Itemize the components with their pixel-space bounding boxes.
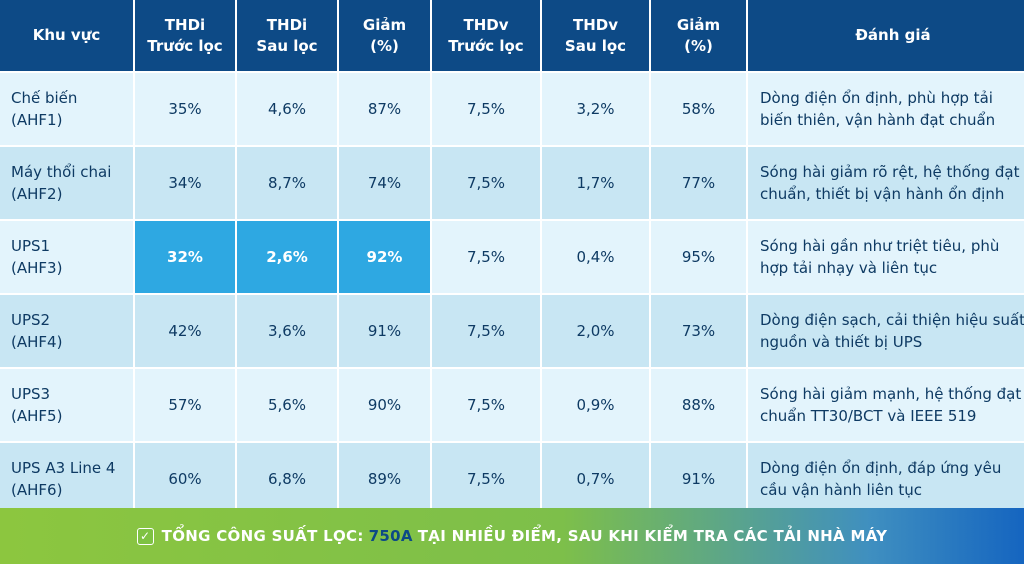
cell-thdv-before: 7,5% [432, 147, 540, 219]
header-sublabel: Sau lọc [564, 36, 627, 55]
cell-thdi-after: 4,6% [237, 73, 337, 145]
header-label: Giảm [676, 15, 721, 34]
cell-thdi-reduction-highlight: 92% [339, 221, 430, 293]
summary-banner: ✓ TỔNG CÔNG SUẤT LỌC: 750A TẠI NHIỀU ĐIỂ… [0, 508, 1024, 564]
cell-area: Chế biến (AHF1) [0, 73, 133, 145]
cell-thdv-before: 7,5% [432, 295, 540, 367]
header-sublabel: Trước lọc [147, 36, 223, 55]
area-code: (AHF2) [11, 185, 63, 203]
cell-thdi-after: 3,6% [237, 295, 337, 367]
cell-thdv-after: 0,7% [542, 443, 649, 515]
header-label: THDi [266, 15, 308, 34]
cell-thdi-before: 57% [135, 369, 235, 441]
header-thdv-after: THDv Sau lọc [542, 0, 649, 71]
cell-thdv-before: 7,5% [432, 221, 540, 293]
checkbox-icon: ✓ [136, 527, 154, 545]
cell-thdi-after: 5,6% [237, 369, 337, 441]
cell-thdv-after: 0,9% [542, 369, 649, 441]
cell-thdv-reduction: 77% [651, 147, 746, 219]
cell-thdi-reduction: 91% [339, 295, 430, 367]
header-label: THDv [463, 15, 509, 34]
summary-prefix: TỔNG CÔNG SUẤT LỌC: [161, 527, 364, 545]
cell-thdi-before: 35% [135, 73, 235, 145]
cell-evaluation: Dòng điện ổn định, phù hợp tải biến thiê… [748, 73, 1024, 145]
cell-thdv-reduction: 58% [651, 73, 746, 145]
area-name: Máy thổi chai [11, 163, 112, 181]
cell-thdi-after-highlight: 2,6% [237, 221, 337, 293]
cell-thdi-reduction: 74% [339, 147, 430, 219]
area-code: (AHF5) [11, 407, 63, 425]
header-thdv-before: THDv Trước lọc [432, 0, 540, 71]
header-thdi-before: THDi Trước lọc [135, 0, 235, 71]
cell-thdi-after: 6,8% [237, 443, 337, 515]
cell-thdi-reduction: 90% [339, 369, 430, 441]
header-evaluation: Đánh giá [748, 0, 1024, 71]
header-sublabel: (%) [370, 36, 399, 55]
header-evaluation-label: Đánh giá [855, 26, 931, 44]
area-name: UPS A3 Line 4 [11, 459, 116, 477]
cell-thdi-before: 60% [135, 443, 235, 515]
cell-evaluation: Dòng điện ổn định, đáp ứng yêu cầu vận h… [748, 443, 1024, 515]
cell-thdv-reduction: 91% [651, 443, 746, 515]
cell-area: Máy thổi chai (AHF2) [0, 147, 133, 219]
header-sublabel: (%) [684, 36, 713, 55]
header-thdi-after: THDi Sau lọc [237, 0, 337, 71]
area-code: (AHF4) [11, 333, 63, 351]
cell-thdv-before: 7,5% [432, 369, 540, 441]
area-name: Chế biến [11, 89, 78, 107]
cell-evaluation: Sóng hài giảm mạnh, hệ thống đạt chuẩn T… [748, 369, 1024, 441]
harmonic-results-table: Khu vực THDi Trước lọc THDi Sau lọc Giảm… [0, 0, 1024, 515]
cell-thdv-after: 1,7% [542, 147, 649, 219]
header-sublabel: Trước lọc [448, 36, 524, 55]
cell-area: UPS A3 Line 4 (AHF6) [0, 443, 133, 515]
cell-area: UPS2 (AHF4) [0, 295, 133, 367]
cell-thdi-reduction: 87% [339, 73, 430, 145]
cell-thdi-reduction: 89% [339, 443, 430, 515]
header-area-label: Khu vực [32, 26, 101, 44]
area-name: UPS2 [11, 311, 51, 329]
cell-thdv-reduction: 88% [651, 369, 746, 441]
cell-thdi-before: 42% [135, 295, 235, 367]
cell-evaluation: Sóng hài giảm rõ rệt, hệ thống đạt chuẩn… [748, 147, 1024, 219]
cell-thdv-after: 0,4% [542, 221, 649, 293]
summary-suffix: TẠI NHIỀU ĐIỂM, SAU KHI KIỂM TRA CÁC TẢI… [417, 527, 888, 545]
area-name: UPS3 [11, 385, 51, 403]
header-label: THDv [572, 15, 618, 34]
cell-evaluation: Dòng điện sạch, cải thiện hiệu suất nguồ… [748, 295, 1024, 367]
area-name: UPS1 [11, 237, 51, 255]
summary-value: 750A [368, 527, 413, 545]
cell-thdi-before-highlight: 32% [135, 221, 235, 293]
cell-thdv-before: 7,5% [432, 443, 540, 515]
cell-area: UPS1 (AHF3) [0, 221, 133, 293]
header-thdi-reduction: Giảm (%) [339, 0, 430, 71]
area-code: (AHF6) [11, 481, 63, 499]
cell-evaluation: Sóng hài gần như triệt tiêu, phù hợp tải… [748, 221, 1024, 293]
header-label: Giảm [362, 15, 407, 34]
area-code: (AHF1) [11, 111, 63, 129]
header-thdv-reduction: Giảm (%) [651, 0, 746, 71]
cell-thdv-before: 7,5% [432, 73, 540, 145]
header-area: Khu vực [0, 0, 133, 71]
cell-thdv-reduction: 95% [651, 221, 746, 293]
cell-thdv-reduction: 73% [651, 295, 746, 367]
area-code: (AHF3) [11, 259, 63, 277]
cell-thdv-after: 3,2% [542, 73, 649, 145]
header-label: THDi [164, 15, 206, 34]
header-sublabel: Sau lọc [256, 36, 318, 55]
cell-thdv-after: 2,0% [542, 295, 649, 367]
cell-area: UPS3 (AHF5) [0, 369, 133, 441]
cell-thdi-after: 8,7% [237, 147, 337, 219]
cell-thdi-before: 34% [135, 147, 235, 219]
